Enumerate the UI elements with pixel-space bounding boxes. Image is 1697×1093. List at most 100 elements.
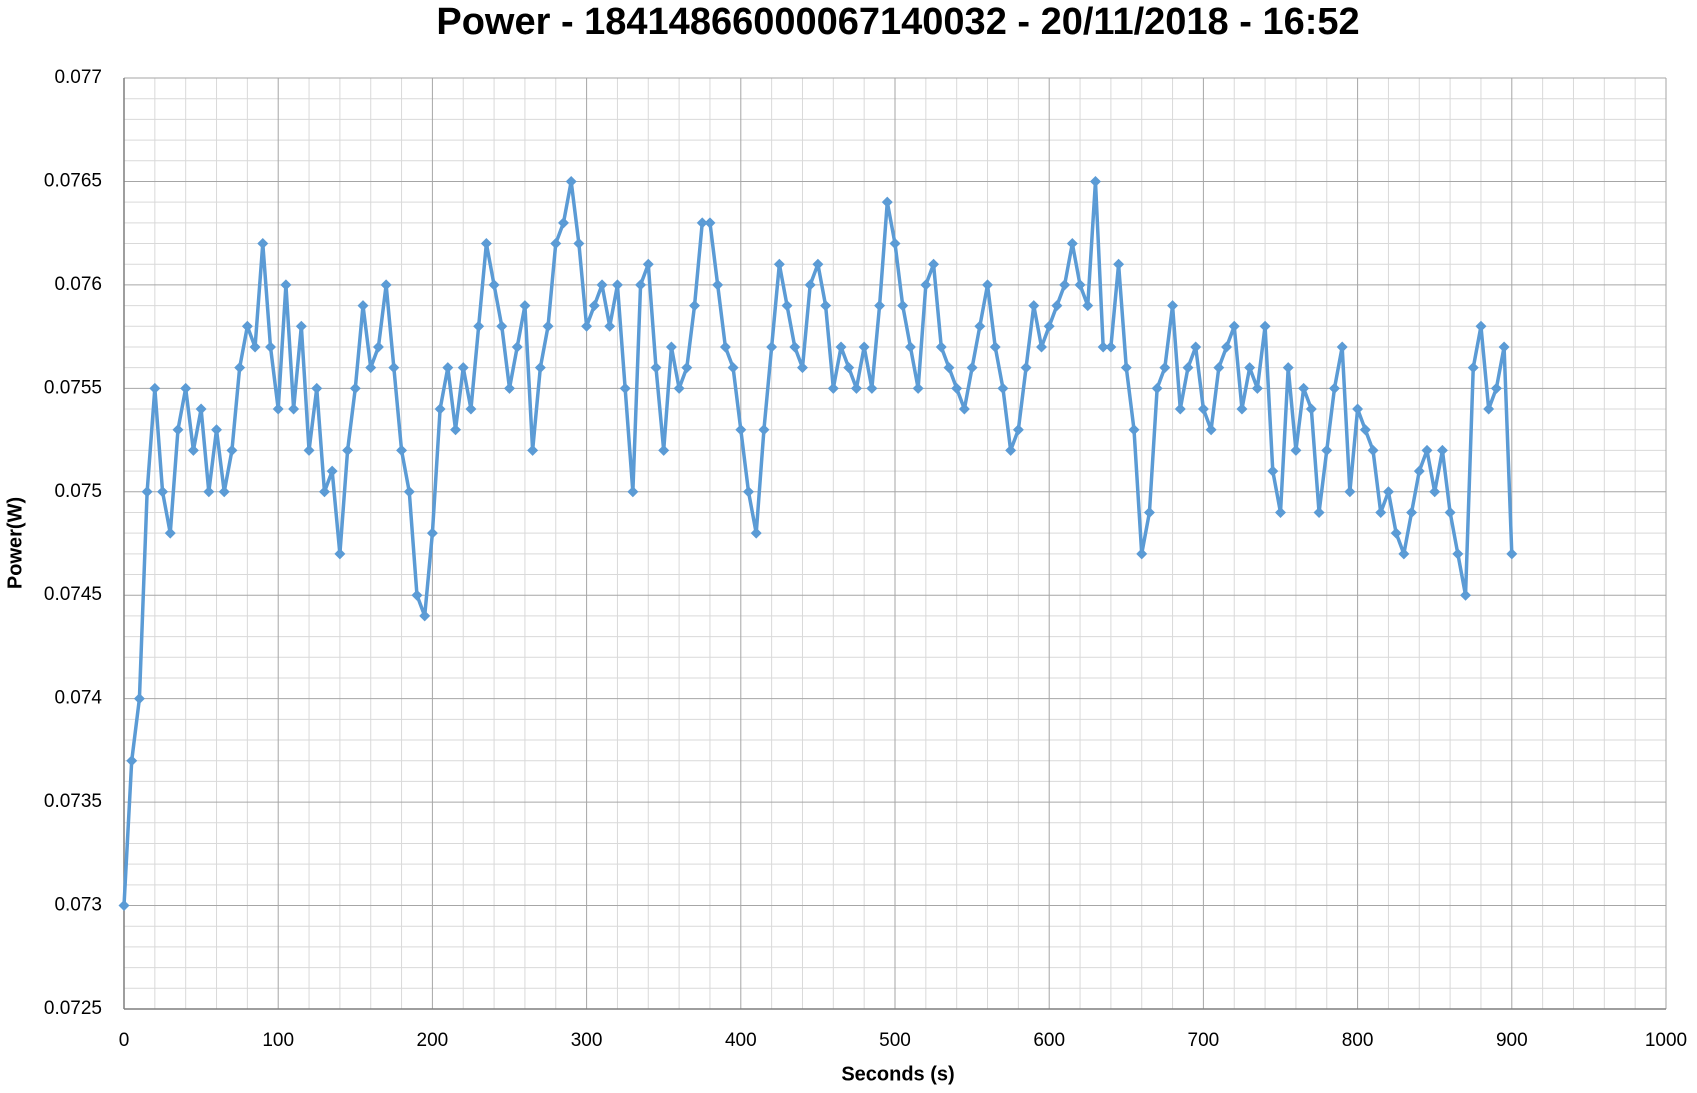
data-point [874,300,886,312]
data-point [982,279,994,291]
data-point [195,403,207,415]
data-point [1483,403,1495,415]
data-point [1490,382,1502,394]
data-point [388,362,400,374]
data-point [411,589,423,601]
data-point [858,341,870,353]
data-point [226,444,238,456]
data-point [889,238,901,250]
data-point [1197,403,1209,415]
data-point [303,444,315,456]
data-point [866,382,878,394]
data-point [126,755,138,767]
data-point [1228,320,1240,332]
ticks: 0 100 200 300 400 500 600 700 800 900 1000 0.0725 0.… [44,67,1687,1051]
data-point [1429,486,1441,498]
data-point [581,320,593,332]
data-point [704,217,716,229]
y-tick-label: 0.0765 [44,170,102,191]
data-point [1382,486,1394,498]
data-point [1352,403,1364,415]
data-point [773,258,785,270]
data-point [750,527,762,539]
data-point [1236,403,1248,415]
x-tick-label: 300 [571,1030,603,1051]
data-point [619,382,631,394]
data-point [812,258,824,270]
data-point [372,341,384,353]
y-tick-label: 0.074 [54,688,102,709]
data-point [658,444,670,456]
data-point [789,341,801,353]
data-point [627,486,639,498]
data-point [357,300,369,312]
data-point [380,279,392,291]
data-point [511,341,523,353]
data-point [596,279,608,291]
y-tick-label: 0.0755 [44,377,102,398]
data-point [1444,506,1456,518]
data-point [1035,341,1047,353]
y-axis-label: Power(W) [4,497,26,589]
data-point [419,610,431,622]
data-point [1105,341,1117,353]
x-tick-label: 0 [119,1030,130,1051]
data-point [781,300,793,312]
data-point [1290,444,1302,456]
data-point [681,362,693,374]
data-point [588,300,600,312]
data-point [534,362,546,374]
data-point [1406,506,1418,518]
data-point [473,320,485,332]
data-point [897,300,909,312]
plot [118,175,1518,912]
data-point [218,486,230,498]
data-point [712,279,724,291]
data-point [442,362,454,374]
data-point [611,279,623,291]
data-point [465,403,477,415]
data-point [850,382,862,394]
chart-title: Power - 18414866000067140032 - 20/11/201… [436,1,1359,43]
data-point [450,424,462,436]
data-point [349,382,361,394]
data-point [426,527,438,539]
data-point [766,341,778,353]
x-tick-label: 600 [1033,1030,1065,1051]
data-point [488,279,500,291]
data-point [743,486,755,498]
data-point [1452,548,1464,560]
data-point [164,527,176,539]
data-point [796,362,808,374]
data-point [1205,424,1217,436]
data-point [1012,424,1024,436]
data-point [1259,320,1271,332]
data-point [157,486,169,498]
data-point [719,341,731,353]
data-point [264,341,276,353]
x-tick-label: 200 [417,1030,449,1051]
data-point [118,900,130,912]
data-point [974,320,986,332]
data-point [1313,506,1325,518]
data-point [1120,362,1132,374]
data-point [1221,341,1233,353]
data-point [1436,444,1448,456]
data-point [1506,548,1518,560]
data-point [1167,300,1179,312]
data-point [1498,341,1510,353]
data-point [1344,486,1356,498]
data-point [1174,403,1186,415]
data-point [1298,382,1310,394]
data-point [1305,403,1317,415]
data-point [1182,362,1194,374]
data-point [334,548,346,560]
data-point [1082,300,1094,312]
data-point [935,341,947,353]
data-point [1467,362,1479,374]
data-point [943,362,955,374]
data-point [827,382,839,394]
x-tick-label: 800 [1342,1030,1374,1051]
data-point [1051,300,1063,312]
